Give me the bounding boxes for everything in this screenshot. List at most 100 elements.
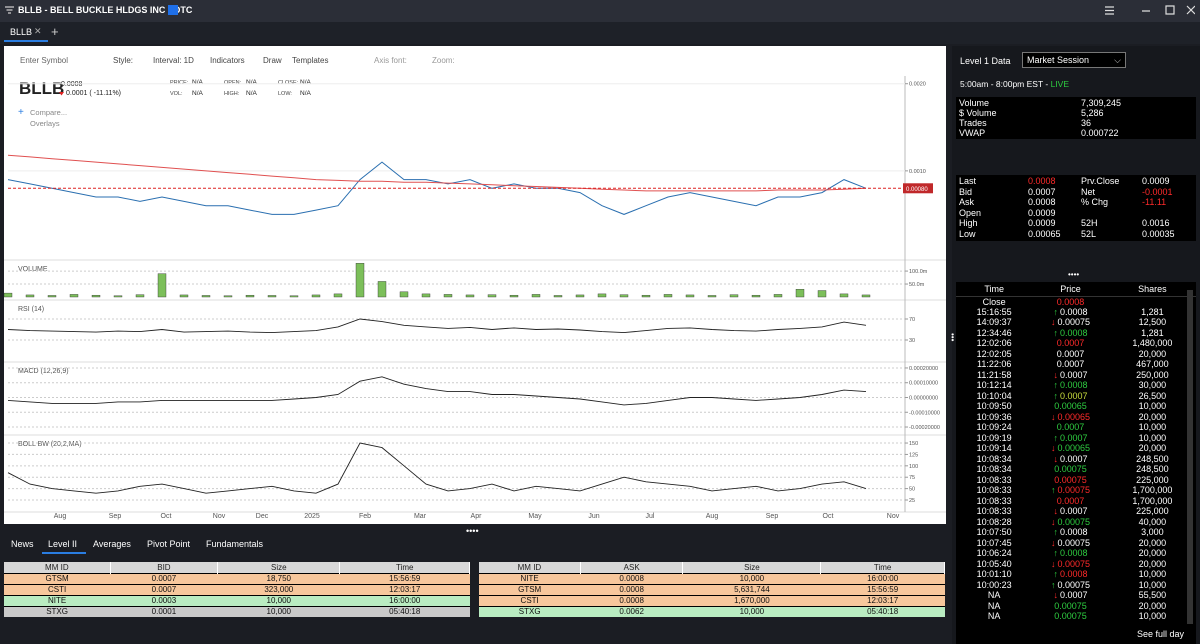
- trade-row: NA ↓ 0.0007 55,500: [956, 590, 1196, 601]
- trade-shares: 20,000: [1138, 548, 1167, 559]
- x-tick-label: Jul: [646, 513, 655, 520]
- trade-time: 10:07:50: [976, 527, 1012, 538]
- current-price-tag: [903, 183, 933, 194]
- tab-underline: [42, 552, 86, 554]
- trade-time: NA: [987, 590, 1001, 601]
- trade-price: 0.0007: [1056, 422, 1085, 433]
- volume-bar: [223, 295, 233, 298]
- trade-time: 10:09:50: [976, 401, 1012, 412]
- trade-time: 10:07:45: [976, 537, 1012, 548]
- trade-row: 10:08:33 ↑ 0.00075 1,700,000: [956, 485, 1196, 496]
- bottom-tab[interactable]: Pivot Point: [147, 539, 191, 549]
- x-tick-label: Aug: [706, 513, 719, 520]
- trade-shares: 10,000: [1138, 432, 1167, 443]
- toolbar-item[interactable]: Draw: [263, 56, 282, 65]
- plus-icon[interactable]: +: [18, 107, 24, 118]
- volume-bar: [531, 294, 541, 298]
- symbol-input[interactable]: Enter Symbol: [20, 56, 68, 65]
- book-cell: NITE: [47, 596, 67, 605]
- splitter[interactable]: •••: [948, 333, 957, 342]
- symbol: BLLB: [19, 79, 64, 98]
- trade-price-cell: ↓ 0.0007: [1032, 370, 1108, 381]
- tick-arrow: ↓: [1051, 411, 1056, 422]
- session-select[interactable]: Market Session ⌵: [1022, 52, 1126, 68]
- trade-time: 10:08:33: [976, 506, 1012, 517]
- tick-arrow: ↑: [1053, 306, 1059, 317]
- trade-shares-cell: 1,700,000: [1109, 496, 1196, 507]
- trade-price-cell: ↓ 0.0007: [1032, 590, 1108, 601]
- field-value: N/A: [192, 79, 204, 86]
- tab-close[interactable]: ✕: [34, 26, 42, 36]
- toolbar-item[interactable]: Axis font:: [374, 56, 407, 65]
- trade-price: 0.00075: [1057, 537, 1091, 548]
- bottom-tab[interactable]: Level II: [48, 539, 78, 549]
- trade-time: 10:09:14: [976, 443, 1012, 454]
- resize-handle[interactable]: ••••: [1068, 270, 1080, 279]
- add-tab[interactable]: +: [51, 24, 59, 39]
- trade-price: 0.00065: [1054, 401, 1087, 412]
- trade-shares-cell: 55,500: [1109, 590, 1196, 601]
- trade-row: 10:01:10 ↑ 0.0008 10,000: [956, 569, 1196, 580]
- trade-price-cell: 0.00075: [1032, 475, 1108, 486]
- trade-price-cell: 0.0008: [1032, 296, 1108, 307]
- trade-shares: 10,000: [1138, 569, 1167, 580]
- toolbar-item[interactable]: Interval: 1D: [153, 56, 194, 65]
- volume-bar: [91, 294, 101, 298]
- tick-arrow: ↑: [1053, 327, 1059, 338]
- quote-cell: 52L: [1081, 228, 1097, 239]
- volume-bar: [575, 294, 585, 298]
- trade-row: 10:08:34 0.00075 248,500: [956, 464, 1196, 475]
- quote-row: Low 0.00065 52L 0.00035: [956, 229, 1196, 240]
- see-full-day[interactable]: See full day: [1137, 629, 1185, 639]
- book-cell: 1,670,000: [734, 596, 770, 605]
- quote-cell: Last: [959, 176, 977, 186]
- scrollbar[interactable]: [1187, 290, 1193, 624]
- overlays-link[interactable]: Overlays: [30, 119, 60, 128]
- trade-shares: 1,480,000: [1132, 338, 1173, 349]
- field-value: N/A: [300, 79, 312, 86]
- volume-bar: [465, 294, 475, 298]
- bottom-tab[interactable]: News: [11, 539, 34, 549]
- toolbar-item[interactable]: Templates: [292, 56, 328, 65]
- book-cell: GTSM: [518, 585, 542, 594]
- bottom-tab[interactable]: Fundamentals: [206, 539, 264, 549]
- toolbar-item[interactable]: Style:: [113, 56, 133, 65]
- trade-shares: 40,000: [1138, 516, 1167, 527]
- book-cell: NITE: [520, 574, 539, 583]
- trade-price-cell: 0.0007: [1032, 349, 1108, 360]
- book-row: CSTI 0.0008 1,670,000 12:03:17: [479, 595, 945, 606]
- trade-shares-cell: 10,000: [1109, 422, 1196, 433]
- book-cell: 0.0007: [151, 585, 177, 594]
- book-cell: 0.0001: [151, 607, 177, 617]
- book-cell: 12:03:17: [389, 585, 421, 594]
- field-value: N/A: [246, 79, 258, 86]
- quote-cell: High: [959, 218, 978, 229]
- toolbar-item[interactable]: Zoom:: [432, 56, 455, 65]
- y-tick-label: 0.00020000: [909, 366, 938, 372]
- compare-link[interactable]: Compare...: [30, 108, 67, 117]
- volume-bar: [25, 294, 35, 298]
- tick-arrow: ↓: [1051, 317, 1056, 328]
- trade-row: 10:08:33 0.00075 225,000: [956, 475, 1196, 486]
- trade-time: 12:34:46: [976, 327, 1012, 338]
- window-controls[interactable]: [1100, 4, 1195, 18]
- bottom-tab[interactable]: Averages: [93, 539, 131, 549]
- resize-handle[interactable]: ••••: [466, 526, 479, 536]
- down-arrow: [59, 92, 64, 96]
- stat-value: 5,286: [1081, 108, 1104, 118]
- x-tick-label: Oct: [823, 513, 834, 520]
- trade-price: 0.0007: [1056, 359, 1085, 370]
- menu-icon[interactable]: [5, 6, 14, 15]
- volume-bar: [729, 294, 739, 298]
- color-chip[interactable]: [168, 5, 178, 15]
- trade-shares-cell: 20,000: [1109, 548, 1196, 559]
- trade-price-cell: ↑ 0.00075: [1032, 580, 1108, 591]
- trade-shares-cell: 30,000: [1109, 380, 1196, 391]
- toolbar-item[interactable]: Indicators: [210, 56, 245, 65]
- x-tick-label: May: [528, 513, 542, 520]
- trade-price: 0.0008: [1060, 527, 1088, 538]
- trade-price-cell: ↓ 0.0007: [1032, 506, 1108, 517]
- tab[interactable]: BLLB: [10, 27, 33, 37]
- tab-bar: BLLB ✕ +: [0, 22, 1200, 44]
